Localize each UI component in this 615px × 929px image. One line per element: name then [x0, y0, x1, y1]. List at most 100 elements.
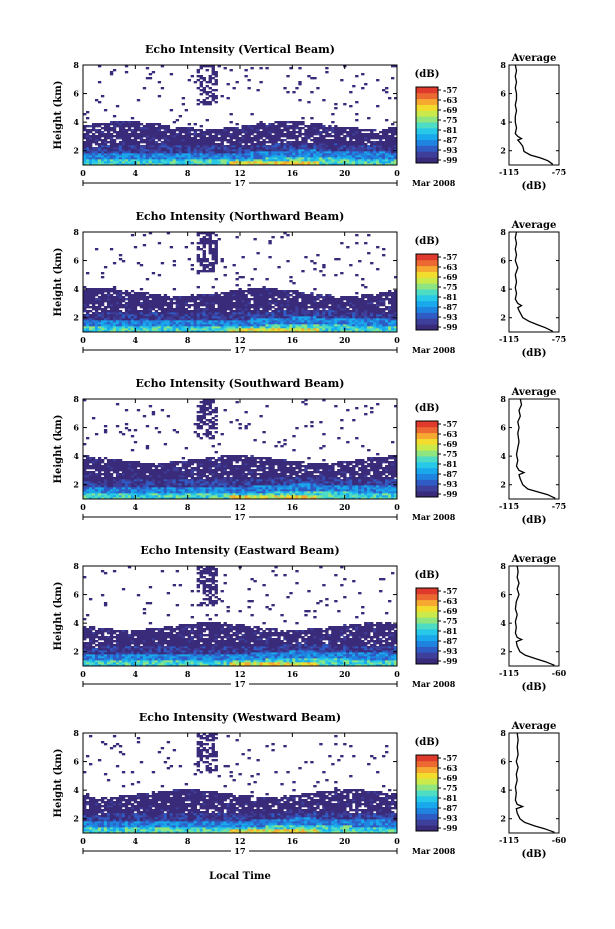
heatmap-cell — [154, 153, 159, 156]
heatmap-cell — [205, 163, 209, 166]
heatmap-cell — [349, 143, 353, 146]
heatmap-cell — [262, 322, 266, 325]
heatmap-cell — [202, 322, 206, 325]
heatmap-cell — [352, 296, 356, 299]
heatmap-cell — [100, 294, 105, 297]
heatmap-cell — [121, 473, 126, 476]
heatmap-cell — [394, 302, 398, 305]
heatmap-cell — [322, 316, 326, 319]
heatmap-cell — [331, 121, 335, 124]
heatmap-cell — [124, 324, 129, 327]
heatmap-cell — [103, 431, 108, 434]
heatmap-cell — [325, 312, 329, 315]
heatmap-cell — [283, 87, 287, 90]
heatmap-cell — [83, 461, 87, 464]
heatmap-cell — [148, 481, 153, 484]
heatmap-cell — [199, 262, 203, 265]
heatmap-cell — [391, 77, 395, 80]
heatmap-cell — [268, 308, 272, 311]
heatmap-cell — [283, 145, 287, 148]
heatmap-cell — [133, 298, 138, 301]
heatmap-cell — [262, 139, 266, 142]
heatmap-cell — [235, 137, 239, 140]
heatmap-cell — [148, 308, 153, 311]
heatmap-cell — [223, 302, 227, 305]
heatmap-cell — [202, 153, 206, 156]
heatmap-cell — [151, 149, 156, 152]
heatmap-cell — [292, 310, 296, 313]
heatmap-cell — [169, 145, 174, 148]
heatmap-cell — [148, 304, 153, 307]
heatmap-cell — [313, 320, 317, 323]
heatmap-cell — [190, 296, 194, 299]
heatmap-cell — [133, 294, 138, 297]
heatmap-cell — [166, 232, 171, 235]
heatmap-cell — [244, 135, 248, 138]
heatmap-cell — [103, 318, 108, 321]
profile-x-axis-label: (dB) — [522, 181, 547, 192]
heatmap-cell — [83, 125, 87, 128]
heatmap-cell — [268, 314, 272, 317]
heatmap-cell — [337, 326, 341, 329]
heatmap-cell — [295, 328, 299, 331]
heatmap-cell — [91, 473, 96, 476]
heatmap-cell — [319, 155, 323, 158]
heatmap-cell — [316, 137, 320, 140]
heatmap-cell — [325, 71, 329, 74]
heatmap-cell — [247, 163, 251, 166]
heatmap-cell — [304, 161, 308, 164]
heatmap-cell — [337, 300, 341, 303]
heatmap-cell — [187, 324, 192, 327]
heatmap-cell — [367, 326, 371, 329]
heatmap-cell — [133, 304, 138, 307]
heatmap-cell — [178, 163, 183, 166]
heatmap-cell — [205, 260, 209, 263]
heatmap-cell — [232, 290, 236, 293]
heatmap-cell — [109, 479, 114, 482]
heatmap-cell — [83, 292, 87, 295]
heatmap-cell — [241, 292, 245, 295]
heatmap-cell — [292, 149, 296, 152]
heatmap-cell — [136, 409, 141, 412]
heatmap-cell — [175, 163, 180, 166]
heatmap-cell — [301, 300, 305, 303]
heatmap-cell — [364, 155, 368, 158]
heatmap-cell — [208, 91, 212, 94]
heatmap-cell — [358, 159, 362, 162]
heatmap-cell — [382, 161, 386, 164]
heatmap-cell — [187, 137, 192, 140]
heatmap-cell — [130, 131, 135, 134]
heatmap-cell — [85, 125, 90, 128]
heatmap-cell — [199, 308, 203, 311]
heatmap-cell — [298, 83, 302, 86]
heatmap-cell — [115, 322, 120, 325]
heatmap-cell — [133, 133, 138, 136]
heatmap-cell — [85, 457, 90, 460]
heatmap-cell — [277, 153, 281, 156]
heatmap-cell — [253, 328, 257, 331]
heatmap-cell — [373, 300, 377, 303]
heatmap-cell — [280, 236, 284, 239]
heatmap-cell — [124, 308, 129, 311]
heatmap-cell — [334, 308, 338, 311]
heatmap-cell — [376, 105, 380, 108]
heatmap-cell — [355, 145, 359, 148]
heatmap-cell — [283, 320, 287, 323]
heatmap-cell — [358, 306, 362, 309]
heatmap-cell — [187, 153, 192, 156]
heatmap-cell — [100, 316, 105, 319]
heatmap-cell — [139, 473, 144, 476]
heatmap-cell — [187, 163, 192, 166]
heatmap-cell — [286, 260, 290, 263]
colorbar-swatch — [416, 157, 438, 164]
heatmap-cell — [133, 143, 138, 146]
heatmap-cell — [193, 312, 197, 315]
heatmap-cell — [127, 302, 132, 305]
heatmap-cell — [223, 294, 227, 297]
heatmap-cell — [271, 163, 275, 166]
chart-panel-1: Echo Intensity (Northward Beam)2468Heigh… — [53, 210, 566, 359]
heatmap-cell — [304, 153, 308, 156]
heatmap-cell — [91, 312, 96, 315]
heatmap-cell — [223, 145, 227, 148]
heatmap-cell — [283, 322, 287, 325]
